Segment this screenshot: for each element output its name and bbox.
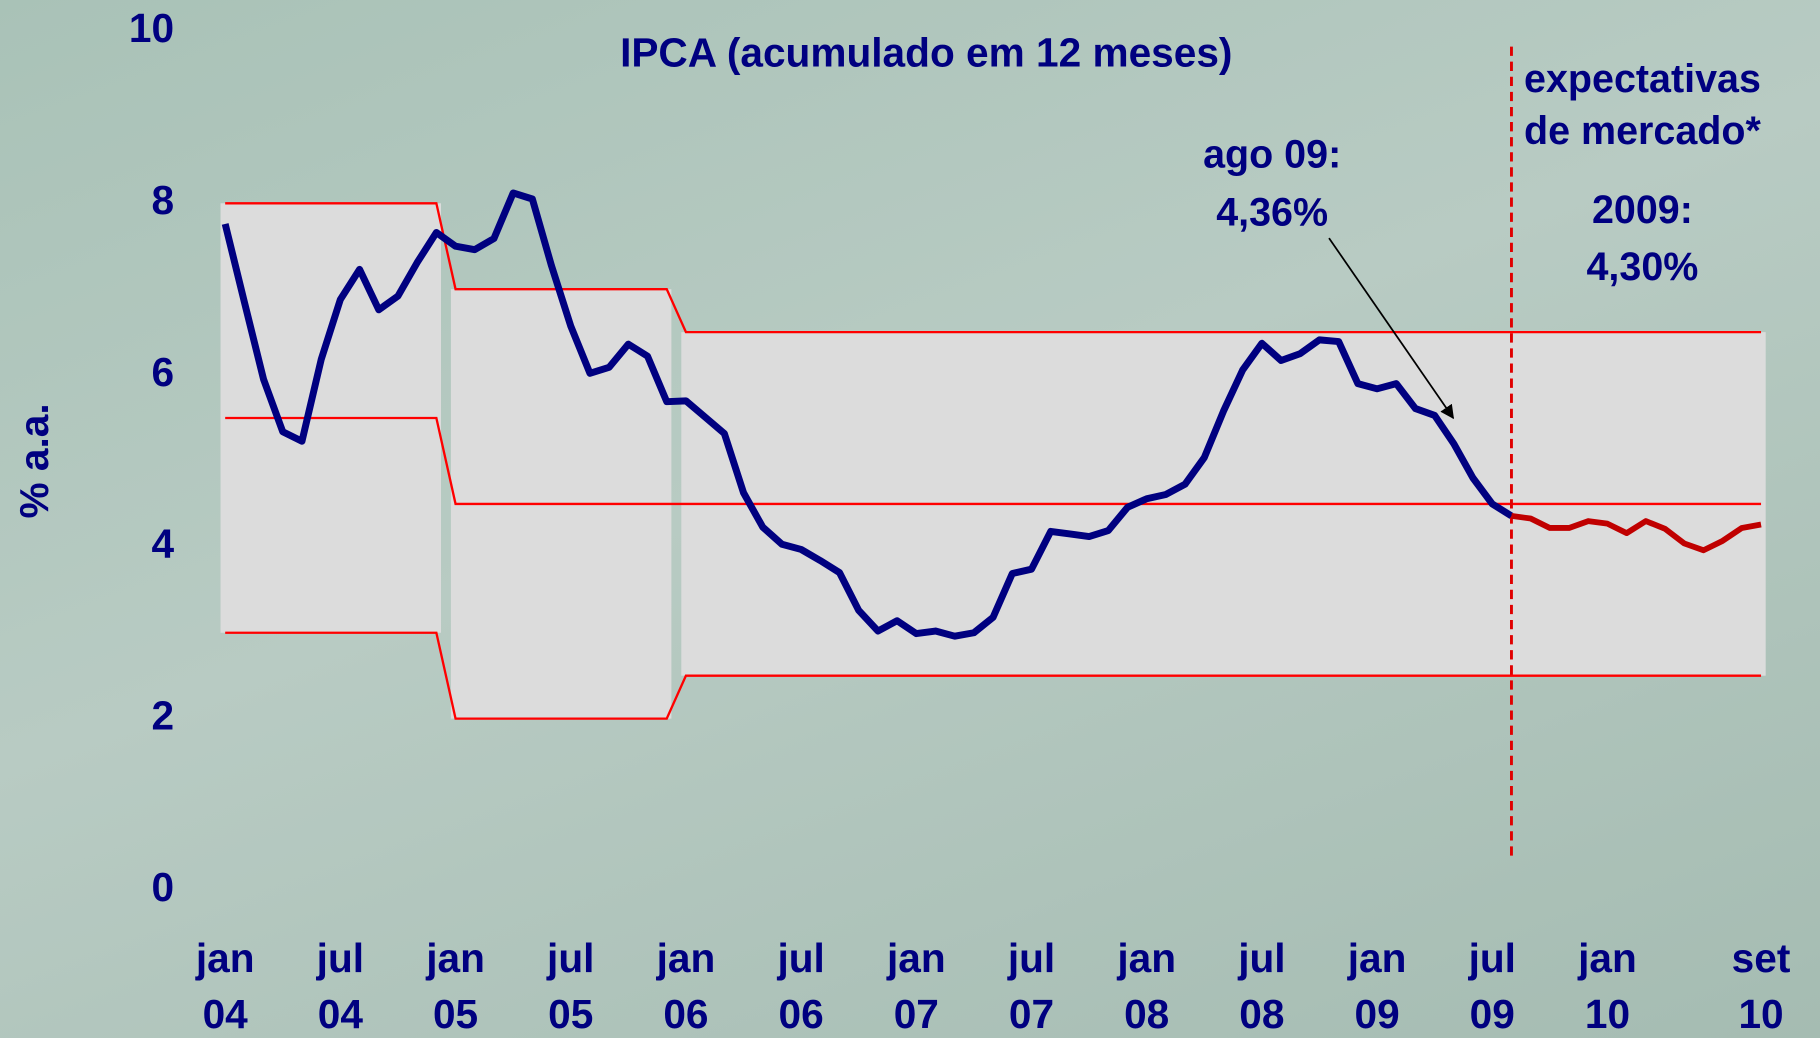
annotation: 2009: (1592, 188, 1693, 232)
annotation: ago 09: (1203, 132, 1341, 176)
y-tick-label: 6 (152, 349, 175, 395)
y-tick-label: 0 (152, 864, 175, 910)
annotation: expectativas (1524, 57, 1761, 101)
y-tick-label: 8 (152, 177, 175, 223)
y-tick-label: 10 (129, 5, 174, 51)
annotation: de mercado* (1524, 109, 1761, 153)
chart-title: IPCA (acumulado em 12 meses) (620, 30, 1232, 76)
annotation: 4,30% (1586, 245, 1698, 289)
y-axis-label: % a.a. (11, 403, 57, 518)
y-tick-label: 4 (152, 521, 175, 567)
annotation: 4,36% (1216, 190, 1328, 234)
target-bands (221, 203, 1766, 718)
chart: IPCA (acumulado em 12 meses) % a.a. ago … (0, 0, 1820, 1038)
y-tick-label: 2 (152, 692, 175, 738)
